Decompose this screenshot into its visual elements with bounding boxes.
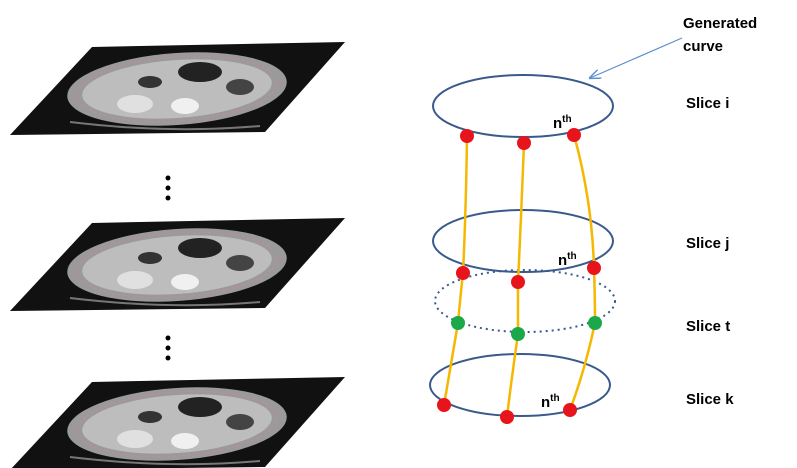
slice-label: Slice j: [686, 235, 729, 252]
slice-label: Slice i: [686, 95, 729, 112]
slice-label: Slice t: [686, 318, 730, 335]
point-label: nth: [553, 114, 572, 132]
slice-ellipse-dotted: [434, 269, 616, 333]
annotation: Generated: [683, 15, 757, 32]
points: [437, 128, 601, 424]
arrow: [590, 37, 683, 78]
ellipsis: [165, 175, 171, 361]
annotation: curve: [683, 38, 723, 55]
slice-ellipse: [432, 209, 614, 273]
interpolated-points: [451, 316, 602, 341]
ct-slice-image: [9, 41, 346, 136]
slice-ellipse: [432, 74, 614, 138]
slice-label: Slice k: [686, 391, 734, 408]
curves: [442, 134, 597, 418]
point-label: nth: [558, 251, 577, 269]
ct-slice-image: [9, 376, 346, 468]
point-label: nth: [541, 393, 560, 411]
slice-ellipse: [429, 353, 611, 417]
ct-slice-image: [9, 217, 346, 312]
